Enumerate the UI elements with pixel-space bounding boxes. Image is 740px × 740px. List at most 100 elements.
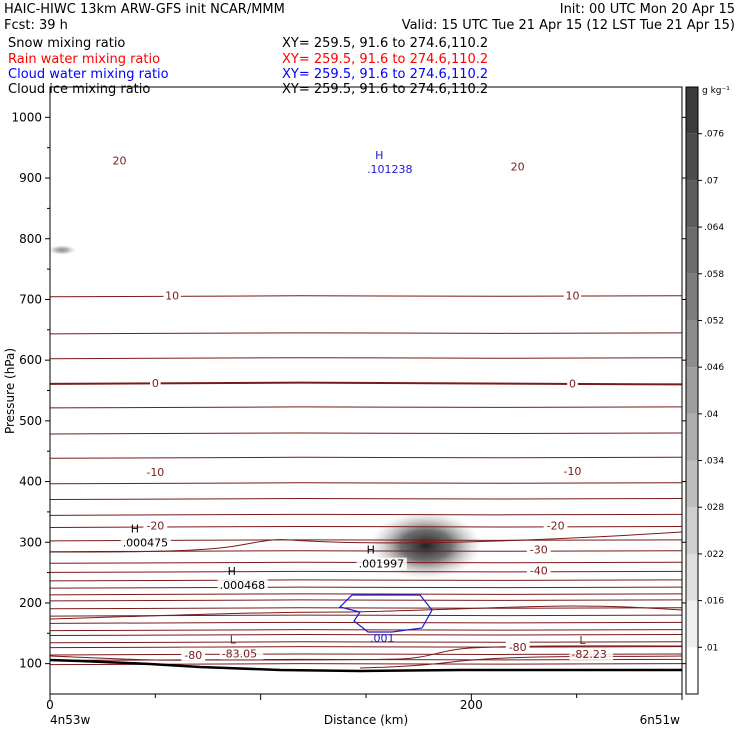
contour-line — [49, 663, 683, 666]
colorbar-unit: g kg⁻¹ — [702, 86, 730, 96]
temperature-label: -20 — [547, 519, 565, 532]
temperature-label-bg — [143, 465, 168, 479]
extremum-value: .001997 — [359, 558, 405, 571]
header-valid: Valid: 15 UTC Tue 21 Apr 15 (12 LST Tue … — [402, 18, 735, 33]
colorbar-label: .052 — [704, 316, 724, 326]
temperature-label: -20 — [146, 519, 164, 532]
colorbar-label: .046 — [704, 363, 724, 373]
temperature-label: -30 — [530, 544, 548, 557]
y-tick-label: 200 — [19, 596, 42, 610]
contour-line — [49, 621, 683, 624]
temperature-label-bg — [543, 518, 568, 532]
contour-line — [49, 646, 683, 649]
header-fcst: Fcst: 39 h — [4, 18, 68, 33]
temperature-label-bg — [150, 375, 161, 389]
y-tick-label: 700 — [19, 292, 42, 306]
temperature-label: 0 — [152, 377, 159, 390]
x-left-endpoint: 4n53w — [50, 713, 91, 727]
colorbar-label: .01 — [704, 643, 718, 653]
extremum-symbol: H — [375, 149, 383, 162]
extremum-bg — [365, 163, 416, 176]
extremum-value: -83.05 — [222, 648, 257, 661]
snow-weak-patch — [48, 245, 76, 255]
plot-frame — [49, 86, 683, 695]
temperature-label: -40 — [530, 564, 548, 577]
terrain-line — [49, 658, 682, 673]
contour-line — [49, 599, 683, 602]
colorbar-bin — [686, 367, 698, 414]
colorbar-bin — [686, 87, 698, 134]
y-axis-label: Pressure (hPa) — [3, 348, 17, 434]
extremum-value: .000475 — [123, 536, 168, 549]
contour-line — [49, 641, 683, 644]
contour-line — [49, 357, 683, 360]
colorbar-label: .07 — [704, 176, 718, 186]
extremum-symbol: H — [228, 565, 236, 578]
contour-line — [49, 579, 683, 582]
colorbar-bin — [686, 227, 698, 274]
temperature-label-bg — [563, 288, 582, 302]
colorbar-label: .028 — [704, 503, 724, 513]
extremum-value: -82.23 — [571, 648, 606, 661]
mixing-ratio-shading — [48, 245, 482, 580]
colorbar-bin — [686, 273, 698, 321]
cloud-water-contour-label: .001 — [370, 632, 395, 645]
temperature-label: 20 — [511, 161, 525, 174]
y-tick-label: 300 — [19, 535, 42, 549]
extremum-value: .000468 — [220, 579, 266, 592]
field-name-cloud-water: Cloud water mixing ratio — [8, 67, 169, 82]
contour-line — [49, 456, 683, 459]
contour-line — [49, 593, 683, 596]
contour-line — [49, 586, 683, 589]
contour-line — [49, 482, 683, 485]
field-xy-cloud-ice: XY= 259.5, 91.6 to 274.6,110.2 — [282, 82, 488, 97]
colorbar-label: .022 — [704, 550, 724, 560]
field-xy-cloud-water: XY= 259.5, 91.6 to 274.6,110.2 — [282, 67, 488, 82]
temperature-label: -10 — [563, 465, 581, 478]
colorbar-bin — [686, 507, 698, 554]
contour-line — [359, 655, 683, 669]
y-tick-label: 100 — [19, 657, 42, 671]
extremum-symbol: H — [367, 544, 375, 557]
colorbar-bin — [686, 600, 698, 648]
extremum-symbol: L — [579, 634, 586, 647]
temperature-label: 10 — [165, 289, 179, 302]
temperature-label-bg — [505, 639, 530, 653]
contour-line — [49, 570, 683, 573]
cloud-water-outline — [338, 594, 433, 633]
contour-line — [49, 531, 683, 553]
colorbar-label: .076 — [704, 130, 724, 140]
temperature-label-bg — [526, 563, 551, 577]
field-xy-snow: XY= 259.5, 91.6 to 274.6,110.2 — [282, 36, 488, 51]
y-tick-label: 800 — [19, 232, 42, 246]
colorbar-label: .016 — [704, 597, 724, 607]
header-title: HAIC-HIWC 13km ARW-GFS init NCAR/MMM — [4, 2, 285, 17]
field-xy-rain: XY= 259.5, 91.6 to 274.6,110.2 — [282, 52, 488, 67]
contour-line — [49, 498, 683, 501]
y-tick-label: 1000 — [11, 110, 42, 124]
extremum-bg — [356, 557, 407, 570]
colorbar-label: .034 — [704, 457, 724, 467]
temperature-contours — [49, 295, 683, 669]
colorbar-bin — [686, 413, 698, 461]
temperature-label-bg — [110, 153, 129, 167]
colorbar-bin — [686, 647, 698, 694]
contour-line-20 — [49, 605, 683, 620]
extremum-bg — [217, 578, 268, 591]
extremum-bg — [120, 536, 171, 549]
temperature-label-bg — [163, 288, 181, 302]
colorbar-bin — [686, 460, 698, 508]
contour-line — [49, 629, 683, 632]
temperature-label-bg — [526, 542, 551, 556]
contour-line — [49, 539, 683, 542]
colorbar-bin — [686, 133, 698, 181]
colorbar-label: .058 — [704, 270, 724, 280]
field-name-rain: Rain water mixing ratio — [8, 52, 160, 67]
y-tick-label: 600 — [19, 353, 42, 367]
header-init: Init: 00 UTC Mon 20 Apr 15 — [560, 2, 735, 17]
colorbar-label: .064 — [704, 223, 724, 233]
contour-line — [49, 295, 683, 298]
temperature-label: 10 — [565, 289, 579, 302]
